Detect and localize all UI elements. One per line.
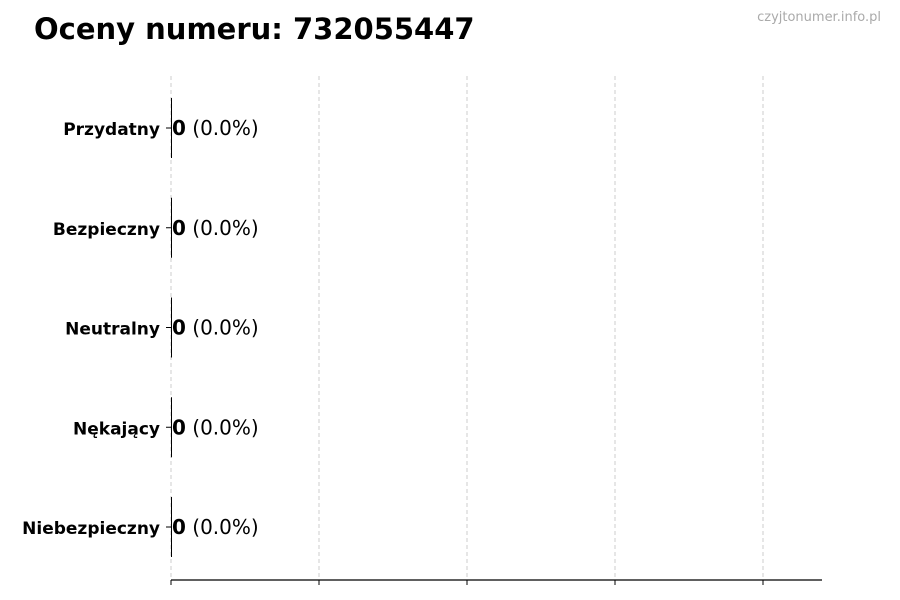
data-label: 0 (0.0%) xyxy=(172,116,259,140)
bar xyxy=(171,297,172,358)
bar xyxy=(171,197,172,258)
data-label: 0 (0.0%) xyxy=(172,316,259,340)
category-label: Niebezpieczny xyxy=(22,519,160,539)
watermark: czyjtonumer.info.pl xyxy=(757,10,881,25)
category-label: Przydatny xyxy=(63,120,160,140)
category-label: Neutralny xyxy=(65,320,160,340)
data-label: 0 (0.0%) xyxy=(172,415,259,439)
bar xyxy=(171,497,172,557)
data-label: 0 (0.0%) xyxy=(172,216,259,240)
bar xyxy=(171,397,172,458)
category-label: Nękający xyxy=(73,419,160,439)
bar xyxy=(171,98,172,158)
data-label: 0 (0.0%) xyxy=(172,515,259,539)
chart-title: Oceny numeru: 732055447 xyxy=(34,12,475,46)
category-label: Bezpieczny xyxy=(53,220,160,240)
